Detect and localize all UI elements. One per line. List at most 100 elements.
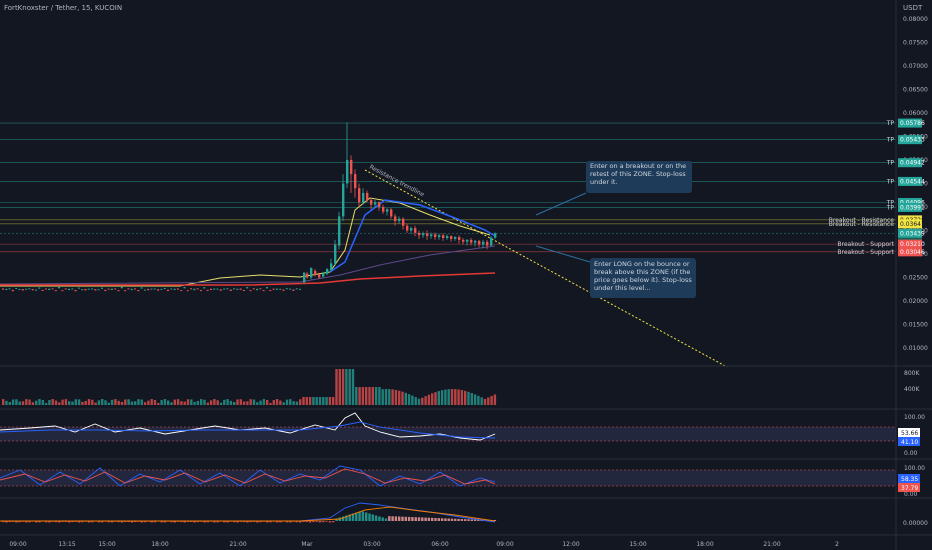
candles[interactable] (2, 122, 497, 292)
candle (130, 288, 133, 291)
macd-bar (15, 521, 18, 523)
candle (150, 288, 153, 290)
macd-bar (256, 521, 259, 523)
volume-bar (398, 390, 401, 405)
macd-bar (431, 517, 434, 521)
volume-bar (305, 397, 308, 405)
level-label: TP (886, 137, 895, 144)
macd-bar (454, 518, 457, 521)
volume-tick: 400K (904, 386, 920, 393)
candle (289, 288, 292, 290)
candle (414, 228, 417, 233)
volume-bar (94, 402, 97, 405)
macd-bar (335, 518, 338, 521)
volume-bar (325, 397, 328, 405)
candle (28, 288, 31, 290)
volume-tick: 800K (904, 370, 920, 377)
candle (110, 288, 113, 291)
level-price-tag (898, 228, 922, 238)
candle (97, 289, 100, 291)
macd-bar (285, 521, 289, 523)
volume-bar (58, 402, 61, 405)
volume-bar (262, 399, 266, 405)
macd-bar (305, 521, 308, 523)
level-price-tag (898, 158, 922, 168)
volume-bar (266, 400, 269, 405)
macd-bar (61, 521, 64, 522)
candle (74, 289, 77, 292)
rsi-line (0, 412, 496, 441)
macd-bar (18, 521, 21, 523)
macd-bar (440, 518, 444, 521)
macd-bar (345, 515, 348, 521)
ma-red (0, 272, 496, 286)
time-tick: 15:00 (629, 541, 646, 548)
volume-pane[interactable] (2, 369, 497, 405)
macd-bar (163, 521, 167, 523)
volume-bar (183, 401, 186, 405)
candle (196, 288, 199, 290)
volume-bar (490, 395, 493, 405)
callout-support-zone[interactable] (590, 258, 696, 298)
volume-bar (371, 387, 374, 405)
macd-bar (190, 521, 193, 522)
candle (124, 290, 127, 292)
macd-bar (388, 516, 391, 521)
candle (223, 288, 226, 290)
macd-bar (28, 521, 31, 523)
volume-bar (437, 391, 440, 405)
volume-bar (391, 389, 394, 405)
rsi-value-tag (898, 428, 920, 437)
volume-bar (153, 400, 157, 405)
macd-bar (378, 516, 381, 521)
volume-bar (259, 400, 262, 405)
price-tick: 0.06500 (903, 87, 928, 94)
callout1-text-wrap: Enter on a breakout or on the retest of … (590, 162, 686, 186)
volume-bar (38, 399, 41, 405)
volume-bar (21, 401, 25, 405)
time-tick: Mar (301, 541, 313, 548)
macd-bar (87, 521, 91, 523)
macd-bar (473, 519, 477, 521)
level-price: 0.03046 (900, 249, 925, 256)
candle (326, 269, 329, 274)
price-tick: 0.08000 (903, 16, 928, 23)
macd-bar (246, 521, 249, 523)
macd-bar (411, 517, 414, 521)
volume-bar (411, 395, 414, 405)
macd-bar (170, 521, 173, 523)
macd-bar (302, 521, 305, 522)
macd-bar (289, 521, 292, 523)
time-axis[interactable]: 09:00 13:15 15:00 18:00 21:00 Mar 03:00 06:00 09… (9, 541, 839, 548)
macd-bar (173, 521, 176, 523)
candle (157, 289, 160, 291)
volume-bar (236, 399, 239, 405)
volume-bar (233, 401, 236, 405)
macd-bar (44, 521, 48, 523)
macd-bar (249, 521, 252, 523)
volume-bar (467, 391, 470, 405)
candle (41, 289, 44, 291)
volume-bar (275, 399, 279, 405)
volume-bar (384, 389, 388, 405)
level-price: 0.05786 (900, 120, 925, 127)
volume-bar (196, 400, 200, 405)
volume-bar (91, 399, 94, 405)
volume-bar (223, 399, 226, 405)
macd-bar (35, 521, 38, 523)
stoch-d-value: 37.79 (901, 485, 918, 492)
candle (104, 289, 107, 292)
volume-bar (209, 400, 213, 405)
callout-breakout-zone[interactable] (586, 161, 692, 193)
macd-bar (325, 521, 328, 522)
volume-bar (147, 400, 150, 405)
macd-bar (91, 521, 94, 523)
volume-bar (355, 387, 358, 405)
candle (338, 216, 341, 246)
macd-bar (493, 520, 497, 521)
time-tick: 09:00 (496, 541, 513, 548)
candle (370, 199, 373, 205)
candle (190, 288, 193, 290)
resistance-trendline[interactable] (364, 169, 728, 368)
